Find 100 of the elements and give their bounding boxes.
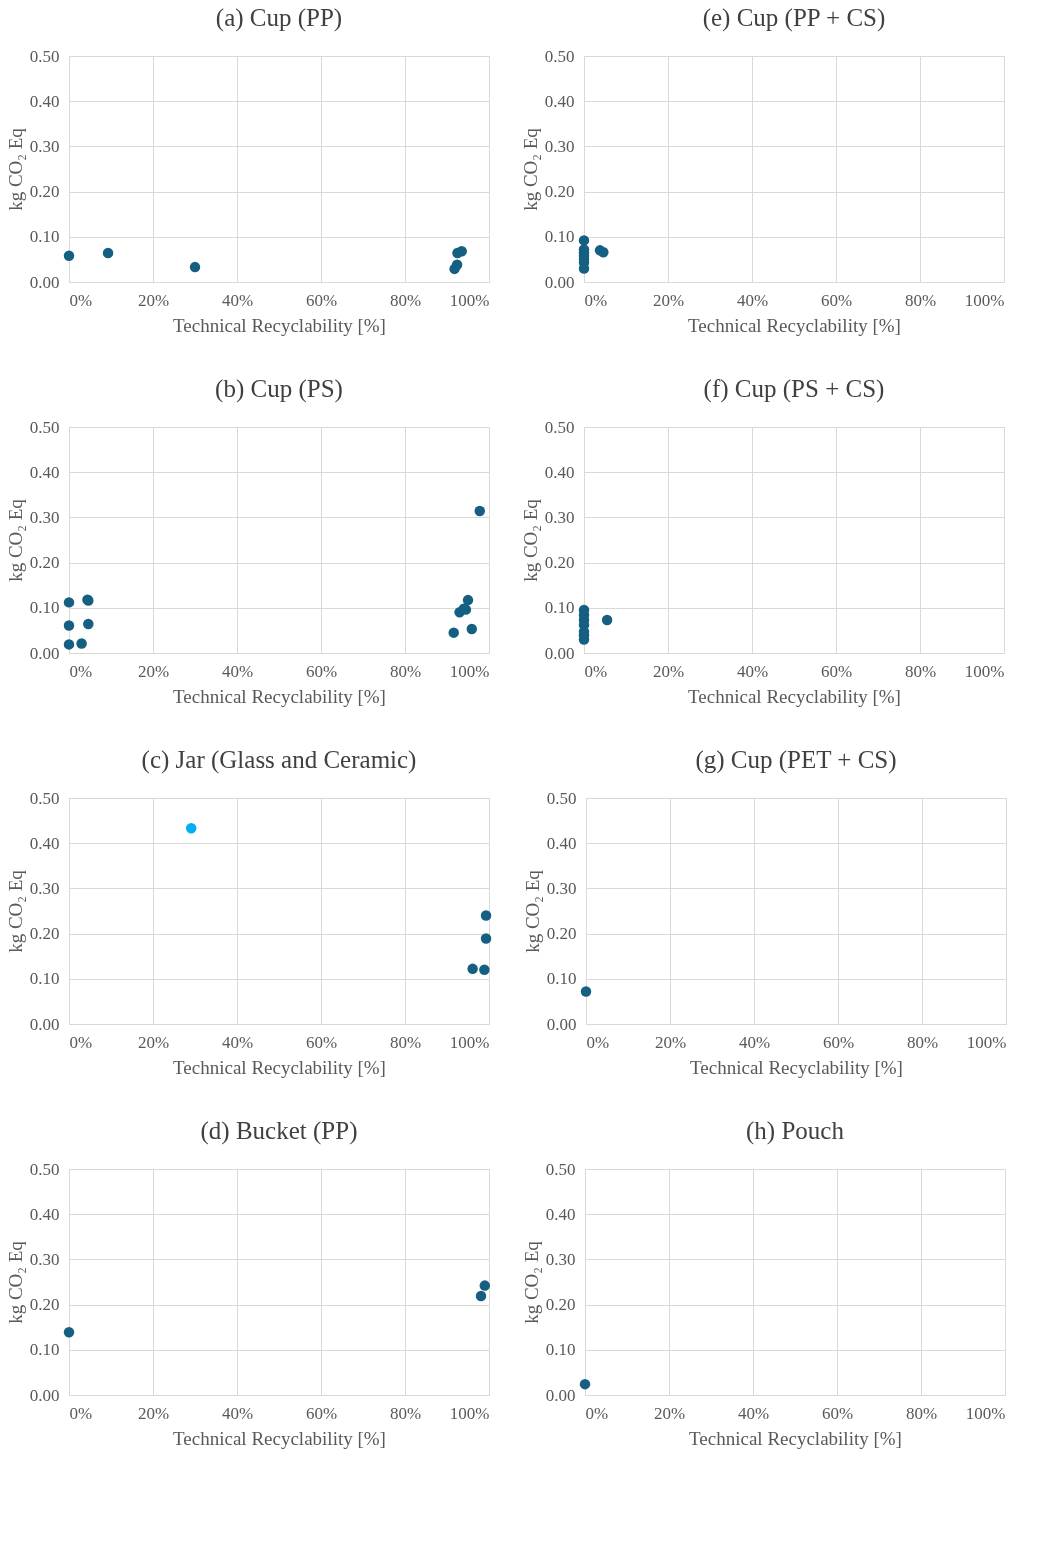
x-tick-label: 20% <box>653 1403 686 1423</box>
y-tick-label: 0.00 <box>545 1385 576 1405</box>
x-tick-label: 80% <box>905 1403 938 1423</box>
x-tick-label: 80% <box>904 661 937 681</box>
y-tick-label: 0.20 <box>544 182 575 202</box>
y-tick-label: 0.10 <box>29 969 60 989</box>
x-tick-label: 0% <box>585 1403 609 1423</box>
y-tick-label: 0.40 <box>544 91 575 111</box>
x-tick-label: 0% <box>69 661 93 681</box>
x-tick-label: 80% <box>389 1403 422 1423</box>
y-tick-label: 0.40 <box>29 462 60 482</box>
x-tick-label: 80% <box>904 290 937 310</box>
x-tick-label: 80% <box>389 661 422 681</box>
x-tick-label: 40% <box>736 661 769 681</box>
y-tick-label: 0.30 <box>545 1249 576 1269</box>
x-tick-label: 0% <box>586 1032 610 1052</box>
x-axis-title: Technical Recyclability [%] <box>689 1427 902 1449</box>
y-tick-label: 0.10 <box>29 227 60 247</box>
x-tick-label: 60% <box>305 1403 338 1423</box>
y-tick-label: 0.20 <box>29 553 60 573</box>
y-tick-label: 0.20 <box>29 1295 60 1315</box>
y-tick-label: 0.40 <box>546 833 577 853</box>
x-tick-label: 40% <box>221 290 254 310</box>
x-tick-label: 20% <box>137 1403 170 1423</box>
y-tick-label: 0.20 <box>29 182 60 202</box>
x-tick-label: 80% <box>389 1032 422 1052</box>
y-tick-label: 0.10 <box>545 1340 576 1360</box>
y-tick-label: 0.00 <box>544 272 575 292</box>
y-tick-label: 0.00 <box>29 1385 60 1405</box>
x-tick-label: 20% <box>137 290 170 310</box>
y-tick-label: 0.40 <box>29 1204 60 1224</box>
x-axis-title: Technical Recyclability [%] <box>173 685 386 707</box>
x-tick-label: 0% <box>584 661 608 681</box>
y-tick-label: 0.10 <box>546 969 577 989</box>
y-tick-label: 0.30 <box>546 878 577 898</box>
chart-title: (e) Cup (PP + CS) <box>702 4 886 32</box>
x-tick-label: 60% <box>305 290 338 310</box>
chart-title: (b) Cup (PS) <box>215 375 343 403</box>
x-axis-title: Technical Recyclability [%] <box>173 314 386 336</box>
x-tick-label: 0% <box>69 1403 93 1423</box>
x-axis-title: Technical Recyclability [%] <box>690 1056 903 1078</box>
x-tick-label: 60% <box>305 1032 338 1052</box>
y-tick-label: 0.20 <box>544 553 575 573</box>
x-axis-title: Technical Recyclability [%] <box>688 685 901 707</box>
y-tick-label: 0.30 <box>544 136 575 156</box>
y-axis-title: kg CO₂ Eq <box>4 1240 26 1324</box>
y-tick-label: 0.10 <box>29 1340 60 1360</box>
y-tick-label: 0.50 <box>545 1159 576 1179</box>
chart-title: (a) Cup (PP) <box>215 4 343 32</box>
x-tick-label: 100% <box>965 1403 1006 1423</box>
y-tick-label: 0.50 <box>29 1159 60 1179</box>
x-tick-label: 60% <box>820 290 853 310</box>
y-tick-label: 0.50 <box>546 788 577 808</box>
chart-title: (h) Pouch <box>746 1117 845 1145</box>
x-axis-title: Technical Recyclability [%] <box>173 1056 386 1078</box>
x-tick-label: 20% <box>137 1032 170 1052</box>
x-tick-label: 100% <box>449 1403 490 1423</box>
chart-title: (g) Cup (PET + CS) <box>695 746 897 774</box>
x-tick-label: 100% <box>449 1032 490 1052</box>
y-tick-label: 0.00 <box>544 643 575 663</box>
y-tick-label: 0.00 <box>546 1014 577 1034</box>
y-tick-label: 0.10 <box>544 598 575 618</box>
chart-title: (c) Jar (Glass and Ceramic) <box>141 746 417 774</box>
x-tick-label: 40% <box>221 661 254 681</box>
y-tick-label: 0.10 <box>29 598 60 618</box>
x-tick-label: 60% <box>821 1403 854 1423</box>
y-tick-label: 0.30 <box>544 507 575 527</box>
x-tick-label: 20% <box>137 661 170 681</box>
x-tick-label: 40% <box>221 1403 254 1423</box>
y-tick-label: 0.50 <box>29 788 60 808</box>
y-tick-label: 0.00 <box>29 643 60 663</box>
y-tick-label: 0.00 <box>29 1014 60 1034</box>
x-tick-label: 20% <box>652 290 685 310</box>
x-tick-label: 100% <box>449 661 490 681</box>
y-axis-title: kg CO₂ Eq <box>4 127 26 211</box>
y-tick-label: 0.40 <box>29 833 60 853</box>
x-tick-label: 20% <box>652 661 685 681</box>
y-axis-title: kg CO₂ Eq <box>519 127 541 211</box>
x-axis-title: Technical Recyclability [%] <box>688 314 901 336</box>
x-tick-label: 20% <box>654 1032 687 1052</box>
x-tick-label: 100% <box>964 290 1005 310</box>
x-tick-label: 80% <box>906 1032 939 1052</box>
chart-title: (f) Cup (PS + CS) <box>703 375 885 403</box>
y-tick-label: 0.50 <box>29 46 60 66</box>
chart-title: (d) Bucket (PP) <box>200 1117 358 1145</box>
y-tick-label: 0.10 <box>544 227 575 247</box>
x-tick-label: 100% <box>449 290 490 310</box>
y-tick-label: 0.40 <box>545 1204 576 1224</box>
y-tick-label: 0.30 <box>29 878 60 898</box>
y-axis-title: kg CO₂ Eq <box>519 498 541 582</box>
x-tick-label: 100% <box>966 1032 1007 1052</box>
y-tick-label: 0.50 <box>29 417 60 437</box>
x-tick-label: 60% <box>822 1032 855 1052</box>
x-tick-label: 0% <box>69 1032 93 1052</box>
y-tick-label: 0.20 <box>545 1295 576 1315</box>
x-tick-label: 0% <box>69 290 93 310</box>
y-tick-label: 0.30 <box>29 136 60 156</box>
x-tick-label: 80% <box>389 290 422 310</box>
x-axis-title: Technical Recyclability [%] <box>173 1427 386 1449</box>
x-tick-label: 100% <box>964 661 1005 681</box>
